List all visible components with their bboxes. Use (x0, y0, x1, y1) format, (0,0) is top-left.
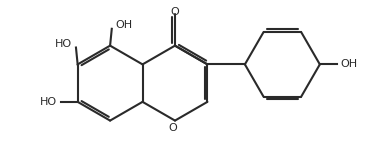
Text: HO: HO (55, 39, 72, 49)
Text: HO: HO (40, 97, 57, 107)
Text: OH: OH (340, 59, 358, 69)
Text: OH: OH (116, 20, 133, 30)
Text: O: O (171, 7, 179, 17)
Text: O: O (169, 123, 177, 133)
